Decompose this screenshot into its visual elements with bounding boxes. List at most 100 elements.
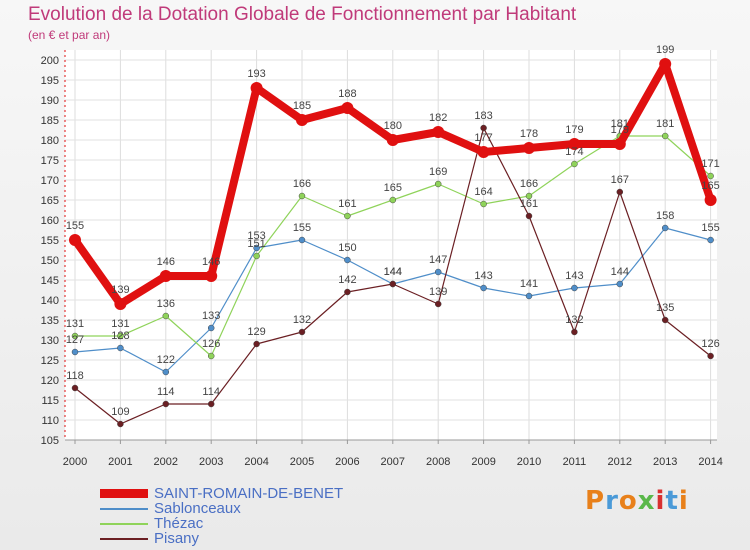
plot-area <box>65 50 717 440</box>
x-tick-label: 2006 <box>335 456 359 468</box>
data-point-thezac <box>571 160 578 168</box>
data-point-pisany <box>207 400 215 408</box>
legend-label-pisany: Pisany <box>154 530 200 547</box>
data-label-thezac: 151 <box>247 238 265 250</box>
legend-label-saint-romain: SAINT-ROMAIN-DE-BENET <box>154 485 344 502</box>
data-point-sablonceaux <box>117 344 124 352</box>
data-label-saint-romain: 146 <box>157 256 175 268</box>
chart-subtitle: (en € et par an) <box>28 28 111 42</box>
legend-swatch-pisany <box>100 537 148 540</box>
y-tick-label: 110 <box>41 415 59 427</box>
data-point-pisany <box>571 328 578 336</box>
y-tick-label: 130 <box>41 335 59 347</box>
data-label-saint-romain: 182 <box>429 112 447 124</box>
legend-swatch-sablonceaux <box>100 507 148 510</box>
data-label-sablonceaux: 143 <box>565 270 583 282</box>
data-point-sablonceaux <box>480 284 487 292</box>
data-point-saint-romain <box>250 82 263 94</box>
data-point-pisany <box>389 280 397 288</box>
x-tick-label: 2003 <box>199 456 223 468</box>
data-label-sablonceaux: 155 <box>293 222 311 234</box>
data-label-thezac: 169 <box>429 166 447 178</box>
data-point-saint-romain <box>477 146 490 158</box>
data-label-saint-romain: 199 <box>656 44 674 56</box>
data-point-sablonceaux <box>71 348 79 356</box>
data-point-thezac <box>480 200 487 208</box>
data-point-thezac <box>707 172 714 180</box>
chart-title: Evolution de la Dotation Globale de Fonc… <box>28 4 577 25</box>
data-label-sablonceaux: 122 <box>157 354 175 366</box>
x-tick-label: 2005 <box>290 456 314 468</box>
legend-item-saint-romain[interactable]: SAINT-ROMAIN-DE-BENET <box>100 485 420 502</box>
data-label-pisany: 144 <box>384 266 402 278</box>
data-point-saint-romain <box>341 102 354 114</box>
data-point-thezac <box>661 132 669 140</box>
data-label-thezac: 126 <box>202 338 220 350</box>
data-point-saint-romain <box>114 298 127 310</box>
x-tick-label: 2012 <box>608 456 632 468</box>
data-label-pisany: 142 <box>338 274 356 286</box>
x-tick-label: 2009 <box>471 456 495 468</box>
brand-logo: Proxiti <box>585 486 689 516</box>
y-tick-label: 140 <box>41 295 59 307</box>
data-point-sablonceaux <box>162 368 170 376</box>
data-point-pisany <box>434 300 442 308</box>
y-tick-label: 105 <box>41 435 59 447</box>
data-label-pisany: 135 <box>656 302 674 314</box>
data-label-thezac: 181 <box>656 118 674 130</box>
legend-swatch-saint-romain <box>100 489 148 498</box>
data-label-saint-romain: 165 <box>701 180 719 192</box>
legend-label-sablonceaux: Sablonceaux <box>154 500 241 517</box>
data-label-pisany: 129 <box>247 326 265 338</box>
x-tick-label: 2004 <box>244 456 268 468</box>
x-tick-label: 2014 <box>698 456 722 468</box>
y-tick-label: 200 <box>41 55 59 67</box>
legend-item-sablonceaux[interactable]: Sablonceaux <box>100 500 420 517</box>
data-point-sablonceaux <box>707 236 714 244</box>
data-point-thezac <box>525 192 533 200</box>
data-label-saint-romain: 185 <box>293 100 311 112</box>
data-label-saint-romain: 180 <box>384 120 402 132</box>
data-point-pisany <box>480 124 487 132</box>
data-point-thezac <box>71 332 79 340</box>
data-point-saint-romain <box>159 270 172 282</box>
data-point-thezac <box>207 352 215 360</box>
data-point-pisany <box>525 212 533 220</box>
data-label-thezac: 164 <box>474 186 492 198</box>
data-label-sablonceaux: 153 <box>247 230 265 242</box>
data-label-saint-romain: 139 <box>111 284 129 296</box>
y-tick-label: 135 <box>41 315 59 327</box>
data-label-sablonceaux: 143 <box>474 270 492 282</box>
data-point-pisany <box>298 328 306 336</box>
x-tick-label: 2011 <box>563 456 587 468</box>
data-label-pisany: 183 <box>474 110 492 122</box>
data-point-saint-romain <box>432 126 445 138</box>
y-tick-label: 155 <box>41 235 59 247</box>
data-label-pisany: 109 <box>111 406 129 418</box>
data-label-saint-romain: 179 <box>565 124 583 136</box>
data-label-pisany: 167 <box>611 174 629 186</box>
data-point-thezac <box>117 332 124 340</box>
data-label-sablonceaux: 127 <box>66 334 84 346</box>
data-label-sablonceaux: 147 <box>429 254 447 266</box>
data-label-pisany: 114 <box>202 386 220 398</box>
legend-item-pisany[interactable]: Pisany <box>100 530 420 547</box>
data-point-saint-romain <box>659 58 672 70</box>
y-tick-label: 165 <box>41 195 59 207</box>
y-tick-label: 145 <box>41 275 59 287</box>
x-tick-label: 2013 <box>653 456 677 468</box>
data-label-pisany: 132 <box>565 314 583 326</box>
data-point-sablonceaux <box>207 324 215 332</box>
data-label-pisany: 161 <box>520 198 538 210</box>
y-tick-label: 120 <box>41 375 59 387</box>
data-point-saint-romain <box>205 270 218 282</box>
data-point-pisany <box>616 188 624 196</box>
legend-label-thezac: Thézac <box>154 515 204 532</box>
y-tick-label: 160 <box>41 215 59 227</box>
y-tick-label: 185 <box>41 115 59 127</box>
y-tick-label: 150 <box>41 255 59 267</box>
y-tick-label: 170 <box>41 175 59 187</box>
legend-item-thezac[interactable]: Thézac <box>100 515 420 532</box>
data-label-thezac: 174 <box>565 146 583 158</box>
